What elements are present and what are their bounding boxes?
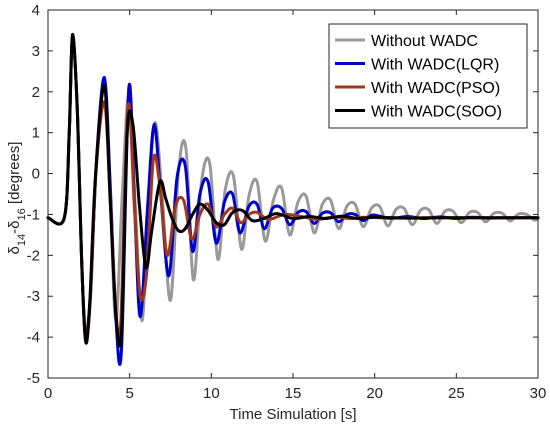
legend-label-3: With WADC(PSO) <box>371 80 500 97</box>
legend-label-4: With WADC(SOO) <box>371 104 502 121</box>
legend-label-2: With WADC(LQR) <box>371 57 499 74</box>
x-tick-label: 10 <box>203 385 220 402</box>
x-tick-label: 0 <box>44 385 52 402</box>
x-tick-label: 5 <box>125 385 133 402</box>
legend-label-1: Without WADC <box>371 33 478 50</box>
x-tick-label: 15 <box>285 385 302 402</box>
y-tick-label: -3 <box>27 288 40 305</box>
x-axis-label: Time Simulation [s] <box>230 406 357 423</box>
y-tick-label: 0 <box>32 166 40 183</box>
x-tick-label: 20 <box>366 385 383 402</box>
y-tick-label: 4 <box>32 2 40 19</box>
y-tick-label: 3 <box>32 43 40 60</box>
y-axis-label-sub1: 14 <box>16 234 28 246</box>
x-tick-label: 25 <box>448 385 465 402</box>
series-layer <box>46 33 540 366</box>
series-line-4 <box>46 33 540 348</box>
x-tick-label: 30 <box>530 385 547 402</box>
y-axis-label-sub2: 16 <box>16 208 28 220</box>
y-tick-label: -2 <box>27 247 40 264</box>
y-tick-label: 2 <box>32 84 40 101</box>
y-axis-label-mid: -δ <box>6 221 23 234</box>
y-tick-label: -1 <box>27 206 40 223</box>
y-tick-label: -5 <box>27 370 40 387</box>
legend: Without WADC With WADC(LQR) With WADC(PSO)… <box>328 23 528 129</box>
y-axis-label-base: δ <box>6 246 23 254</box>
y-tick-label: 1 <box>32 125 40 142</box>
y-axis-label-tail: [degrees] <box>6 142 23 209</box>
y-tick-label: -4 <box>27 329 40 346</box>
y-axis-label: δ14-δ16 [degrees] <box>6 142 28 255</box>
